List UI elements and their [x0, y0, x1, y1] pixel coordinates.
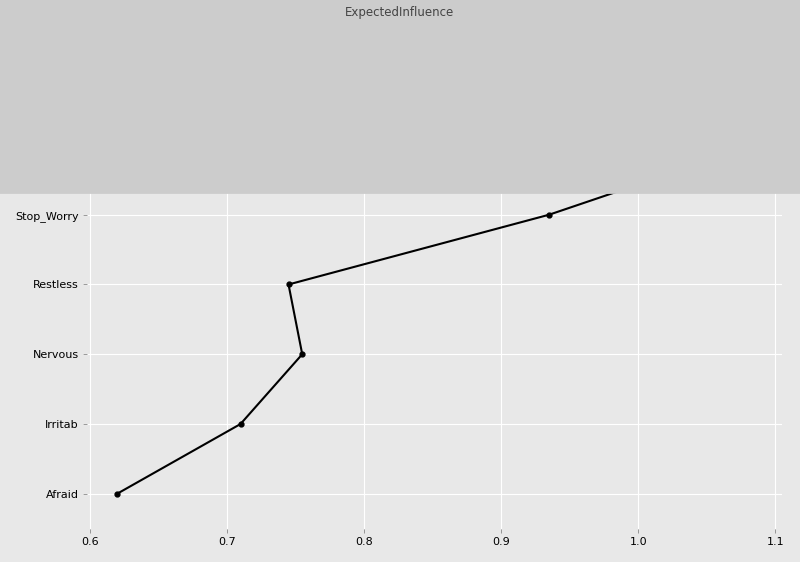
Text: ExpectedInfluence: ExpectedInfluence [346, 6, 454, 19]
